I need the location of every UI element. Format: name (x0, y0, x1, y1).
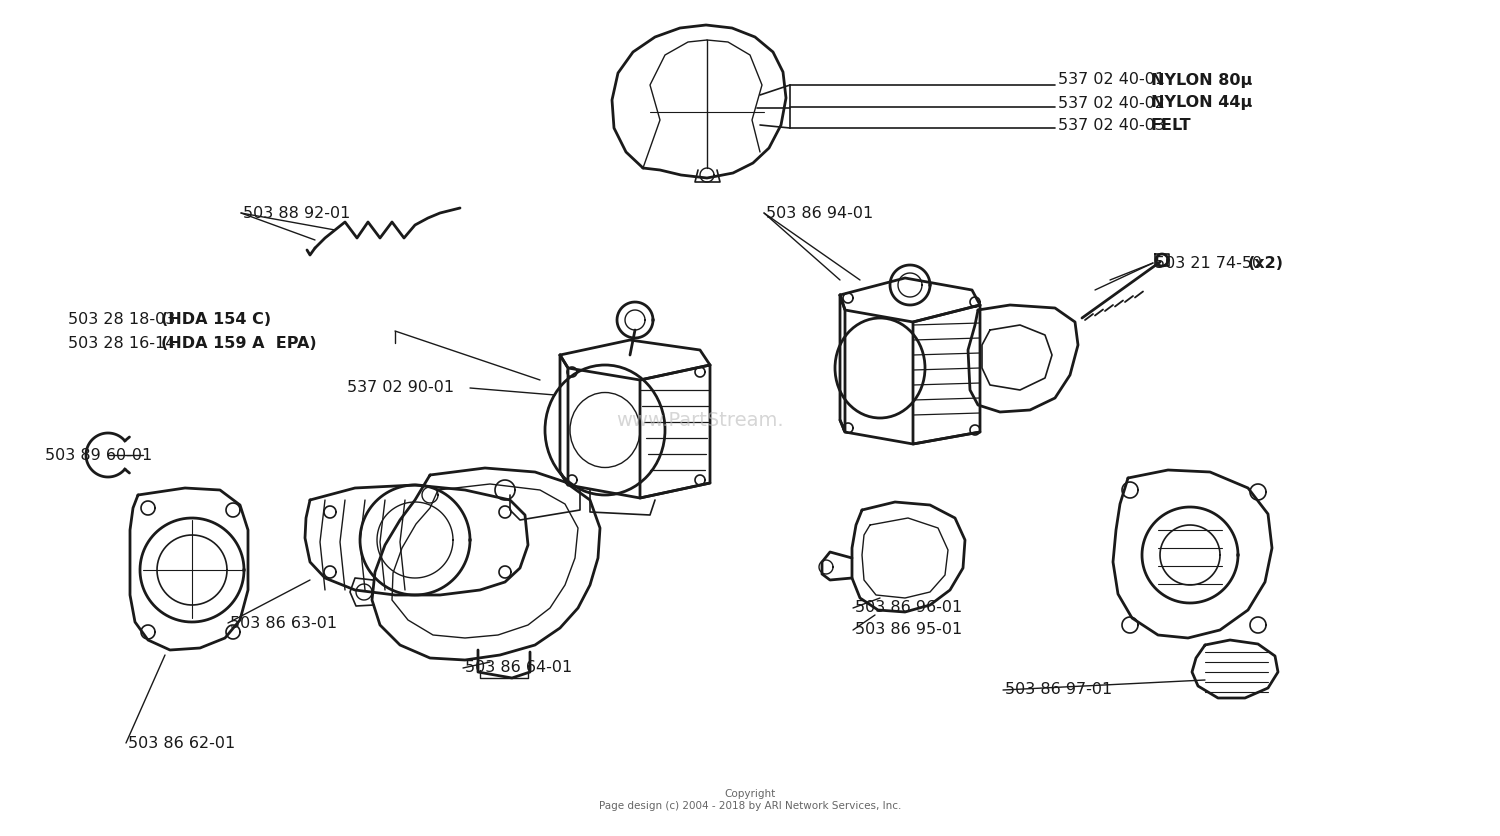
Text: 537 02 40-03: 537 02 40-03 (1058, 119, 1170, 134)
Text: (HDA 159 A  EPA): (HDA 159 A EPA) (160, 335, 316, 350)
Text: 503 86 95-01: 503 86 95-01 (855, 623, 963, 638)
Text: 503 21 74-50: 503 21 74-50 (1155, 256, 1268, 271)
Text: 503 86 96-01: 503 86 96-01 (855, 600, 963, 615)
Text: (x2): (x2) (1248, 256, 1284, 271)
Text: 503 86 64-01: 503 86 64-01 (465, 660, 573, 675)
Text: www.PartStream.: www.PartStream. (616, 410, 784, 430)
Text: 503 86 63-01: 503 86 63-01 (230, 615, 338, 630)
Text: 503 86 97-01: 503 86 97-01 (1005, 682, 1112, 697)
Text: 503 86 62-01: 503 86 62-01 (128, 736, 236, 751)
Text: 503 28 18-03: 503 28 18-03 (68, 313, 180, 328)
Text: 537 02 40-01: 537 02 40-01 (1058, 73, 1170, 88)
Text: 537 02 90-01: 537 02 90-01 (346, 380, 454, 395)
Text: (HDA 154 C): (HDA 154 C) (160, 313, 272, 328)
Text: 503 86 94-01: 503 86 94-01 (766, 206, 873, 221)
Text: 503 89 60-01: 503 89 60-01 (45, 447, 153, 462)
Text: NYLON 80μ: NYLON 80μ (1150, 73, 1252, 88)
Text: Copyright
Page design (c) 2004 - 2018 by ARI Network Services, Inc.: Copyright Page design (c) 2004 - 2018 by… (598, 789, 902, 811)
Text: 503 88 92-01: 503 88 92-01 (243, 206, 351, 221)
Text: 537 02 40-02: 537 02 40-02 (1058, 95, 1170, 110)
Text: FELT: FELT (1150, 119, 1191, 134)
Text: NYLON 44μ: NYLON 44μ (1150, 95, 1252, 110)
Text: 503 28 16-14: 503 28 16-14 (68, 335, 180, 350)
